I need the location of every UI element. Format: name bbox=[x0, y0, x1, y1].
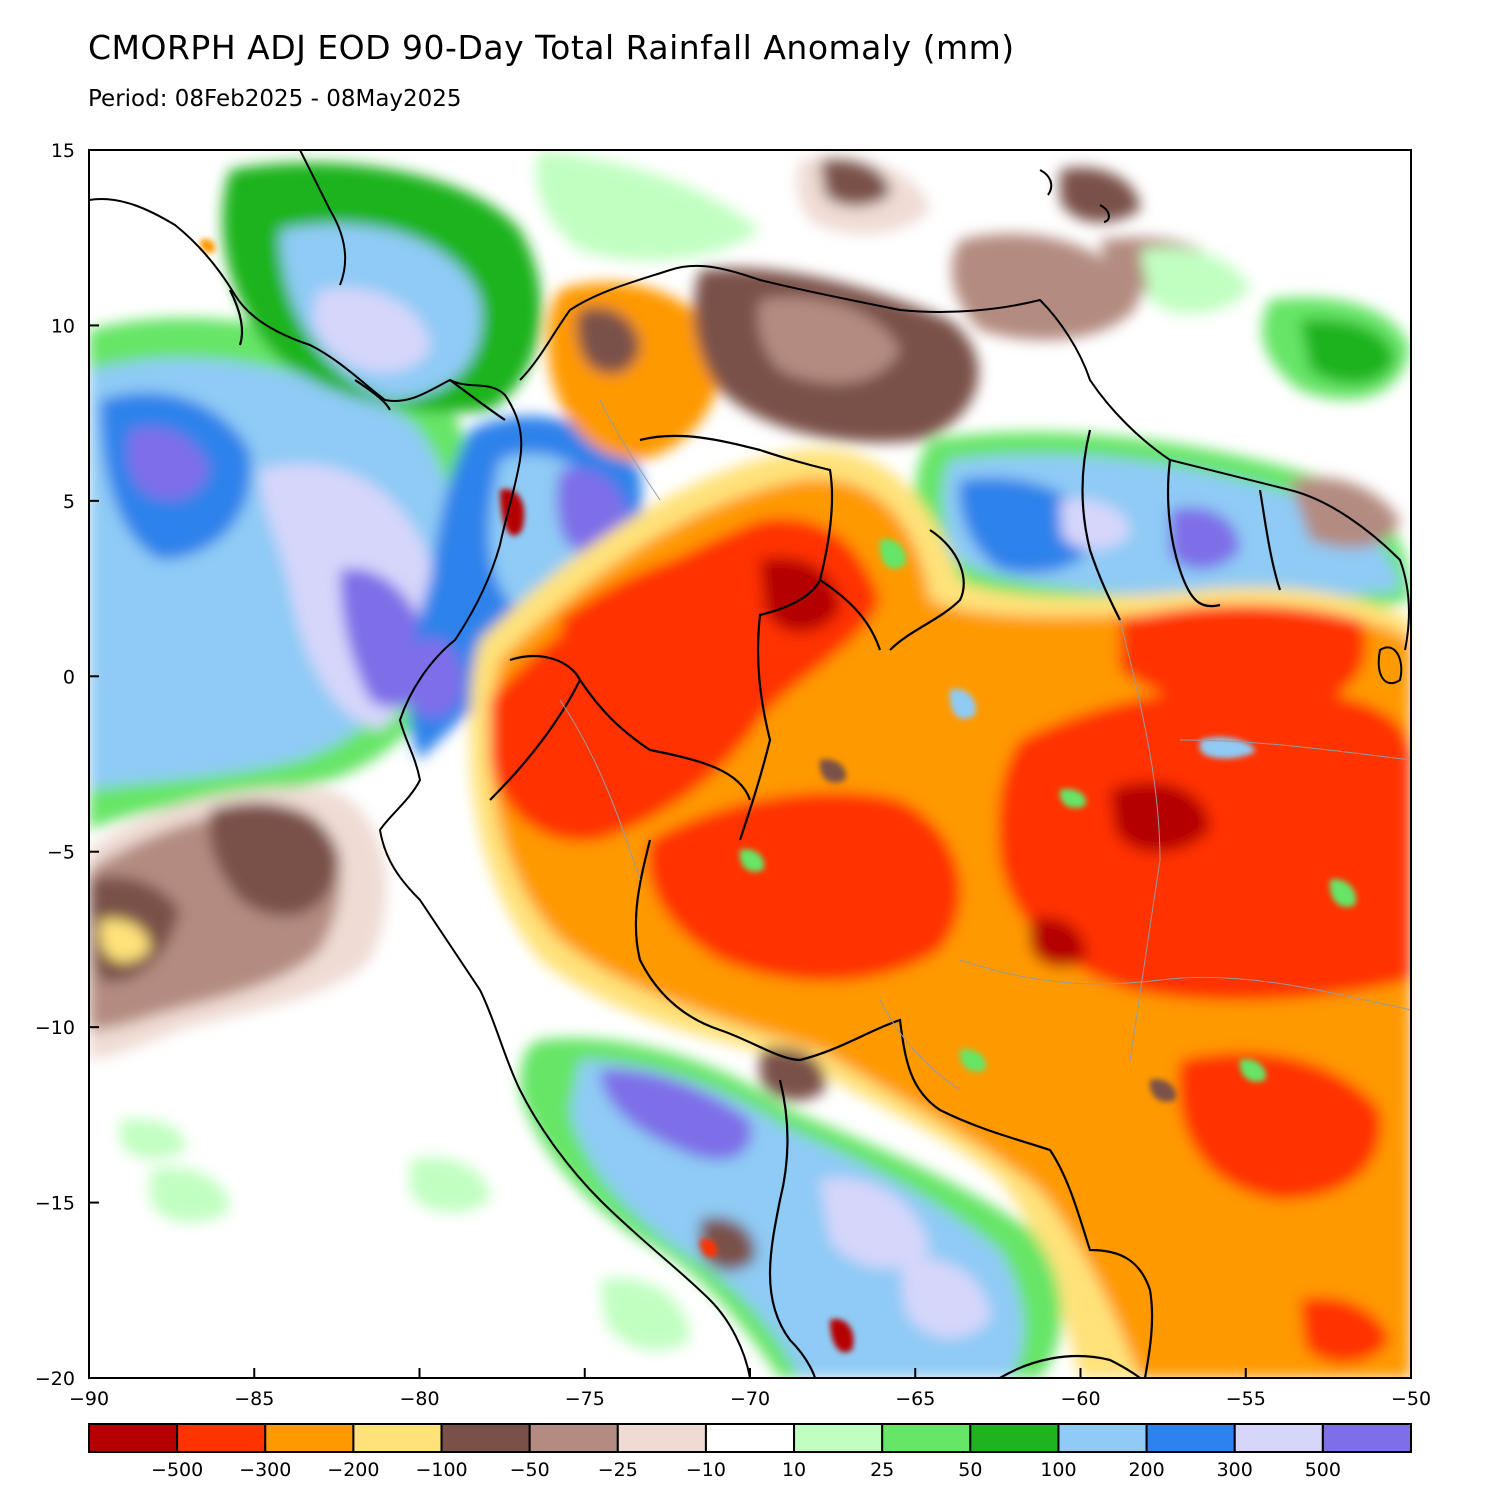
colorbar-swatch bbox=[881, 1423, 972, 1453]
colorbar-label: 300 bbox=[1217, 1459, 1253, 1481]
colorbar-swatch bbox=[1057, 1423, 1148, 1453]
colorbar: −500 −300 −200 −100 −50 −25 −10 10 25 50 100 200 300… bbox=[88, 1423, 1413, 1481]
country-borders bbox=[229, 289, 1282, 1378]
colorbar-label: −300 bbox=[239, 1459, 291, 1481]
x-tick-label: −50 bbox=[1391, 1388, 1431, 1410]
colorbar-label: −25 bbox=[598, 1459, 638, 1481]
x-tick-label: −90 bbox=[69, 1388, 109, 1410]
colorbar-label: 100 bbox=[1040, 1459, 1076, 1481]
colorbar-label: 50 bbox=[958, 1459, 982, 1481]
y-tick-label: 0 bbox=[63, 666, 75, 688]
y-tick-label: −10 bbox=[35, 1017, 75, 1039]
colorbar-swatch bbox=[528, 1423, 619, 1453]
y-tick-label: −20 bbox=[35, 1368, 75, 1390]
x-tick-label: −65 bbox=[895, 1388, 935, 1410]
map-period: Period: 08Feb2025 - 08May2025 bbox=[88, 86, 462, 112]
x-tick-label: −60 bbox=[1060, 1388, 1100, 1410]
colorbar-swatch bbox=[1233, 1423, 1324, 1453]
y-tick-label: −15 bbox=[35, 1193, 75, 1215]
colorbar-swatch bbox=[616, 1423, 707, 1453]
x-tick-label: −80 bbox=[399, 1388, 439, 1410]
colorbar-swatch bbox=[88, 1423, 179, 1453]
coastlines bbox=[89, 150, 1410, 1378]
x-tick-label: −55 bbox=[1226, 1388, 1266, 1410]
y-tick-label: 5 bbox=[63, 491, 75, 513]
colorbar-swatch bbox=[704, 1423, 796, 1453]
colorbar-swatch bbox=[440, 1423, 531, 1453]
colorbar-swatch bbox=[1145, 1423, 1236, 1453]
x-tick-label: −75 bbox=[565, 1388, 605, 1410]
x-tick-label: −70 bbox=[730, 1388, 770, 1410]
colorbar-label: 200 bbox=[1128, 1459, 1164, 1481]
y-tick-label: −5 bbox=[47, 842, 75, 864]
colorbar-label: −100 bbox=[415, 1459, 467, 1481]
x-tick-label: −85 bbox=[234, 1388, 274, 1410]
colorbar-label: −200 bbox=[327, 1459, 379, 1481]
colorbar-swatch bbox=[793, 1423, 884, 1453]
map-title: CMORPH ADJ EOD 90-Day Total Rainfall Ano… bbox=[88, 28, 1015, 67]
colorbar-swatch bbox=[176, 1423, 267, 1453]
colorbar-label: −10 bbox=[686, 1459, 726, 1481]
anomaly-field bbox=[89, 150, 1411, 1378]
colorbar-label: −50 bbox=[510, 1459, 550, 1481]
colorbar-swatch bbox=[969, 1423, 1060, 1453]
colorbar-swatch bbox=[264, 1423, 355, 1453]
colorbar-label: 500 bbox=[1305, 1459, 1341, 1481]
colorbar-label: 25 bbox=[870, 1459, 894, 1481]
x-axis: −90 −85 −80 −75 −70 −65 −60 −55 −50 bbox=[69, 1368, 1431, 1410]
colorbar-label: −500 bbox=[151, 1459, 203, 1481]
y-axis: 15 10 5 0 −5 −10 −15 −20 bbox=[35, 140, 99, 1390]
state-borders bbox=[559, 399, 1411, 1091]
colorbar-swatch bbox=[1321, 1423, 1413, 1453]
colorbar-swatch bbox=[352, 1423, 443, 1453]
y-tick-label: 15 bbox=[51, 140, 75, 162]
y-tick-label: 10 bbox=[51, 315, 75, 337]
colorbar-label: 10 bbox=[782, 1459, 806, 1481]
